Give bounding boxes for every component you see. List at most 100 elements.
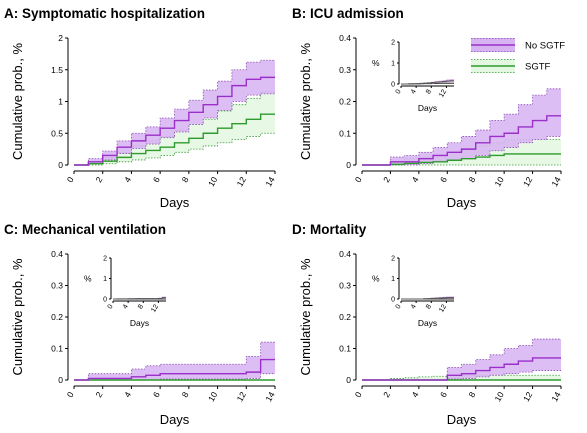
x-tick-label: 2 bbox=[381, 175, 392, 184]
legend: No SGTF SGTF bbox=[471, 38, 565, 73]
inset-y-tick-label: 0 bbox=[391, 297, 395, 304]
x-tick-label: 10 bbox=[206, 390, 220, 403]
y-tick-label: 0.5 bbox=[51, 128, 63, 138]
inset-x-tick-label: 0 bbox=[107, 303, 115, 310]
y-tick-label: 0.1 bbox=[339, 344, 351, 354]
x-tick-label: 10 bbox=[206, 175, 220, 188]
x-tick-label: 6 bbox=[151, 175, 162, 184]
y-tick-label: 0.3 bbox=[339, 281, 351, 291]
x-tick-label: 8 bbox=[466, 175, 477, 184]
x-tick-label: 2 bbox=[93, 175, 104, 184]
no-sgtf-ci-upper bbox=[362, 88, 561, 166]
y-tick-label: 0 bbox=[58, 160, 63, 170]
y-tick-label: 0.2 bbox=[51, 312, 63, 322]
y-tick-label: 0.4 bbox=[339, 33, 351, 43]
inset-x-tick-label: 4 bbox=[410, 88, 418, 95]
inset-y-axis-label: % bbox=[372, 274, 380, 284]
inset-y-tick-label: 2 bbox=[391, 256, 395, 263]
y-tick-label: 0 bbox=[58, 375, 63, 385]
legend-label-sgtf: SGTF bbox=[525, 62, 551, 73]
x-tick-label: 6 bbox=[438, 175, 449, 184]
x-tick-label: 12 bbox=[521, 175, 535, 188]
inset-x-tick-label: 0 bbox=[395, 303, 403, 310]
x-tick-label: 14 bbox=[263, 175, 277, 188]
inset-x-tick-label: 4 bbox=[122, 303, 130, 310]
x-tick-label: 8 bbox=[466, 390, 477, 399]
inset-no-sgtf-line bbox=[401, 297, 454, 300]
y-axis-label: Cumulative prob., % bbox=[298, 258, 313, 375]
no-sgtf-ci-lower bbox=[362, 370, 561, 381]
y-tick-label: 0.2 bbox=[339, 97, 351, 107]
no-sgtf-ci-band bbox=[362, 88, 561, 165]
y-tick-label: 0.1 bbox=[51, 344, 63, 354]
x-axis-label: Days bbox=[160, 412, 190, 427]
panel-title: D: Mortality bbox=[292, 222, 367, 237]
x-tick-label: 8 bbox=[180, 390, 191, 399]
y-tick-label: 0 bbox=[346, 160, 351, 170]
inset-x-axis-label: Days bbox=[418, 103, 437, 113]
y-tick-label: 0.3 bbox=[339, 65, 351, 75]
y-tick-label: 1 bbox=[58, 97, 63, 107]
inset-x-tick-label: 12 bbox=[438, 303, 448, 313]
no-sgtf-ci-band bbox=[74, 342, 275, 380]
inset-no-sgtf-line bbox=[113, 297, 166, 300]
x-tick-label: 0 bbox=[65, 175, 76, 184]
inset-x-tick-label: 8 bbox=[137, 303, 145, 310]
panel-title: B: ICU admission bbox=[292, 6, 404, 21]
x-tick-label: 4 bbox=[122, 175, 133, 184]
inset-y-tick-label: 2 bbox=[103, 256, 107, 263]
inset-y-tick-label: 1 bbox=[103, 276, 107, 283]
x-tick-label: 12 bbox=[235, 390, 249, 403]
x-tick-label: 6 bbox=[151, 390, 162, 399]
inset-x-axis-label: Days bbox=[130, 318, 149, 328]
x-tick-label: 10 bbox=[492, 175, 506, 188]
sgtf-ci-band bbox=[74, 91, 275, 165]
x-axis-label: Days bbox=[160, 195, 190, 210]
y-tick-label: 0 bbox=[346, 375, 351, 385]
y-tick-label: 0.2 bbox=[339, 312, 351, 322]
y-axis-label: Cumulative prob., % bbox=[10, 43, 25, 160]
x-tick-label: 14 bbox=[549, 175, 563, 188]
panel-c: C: Mechanical ventilation Cumulative prob… bbox=[4, 222, 277, 427]
inset-y-tick-label: 0 bbox=[103, 297, 107, 304]
x-tick-label: 8 bbox=[180, 175, 191, 184]
x-tick-label: 6 bbox=[438, 390, 449, 399]
x-tick-label: 14 bbox=[263, 390, 277, 403]
inset-y-tick-label: 1 bbox=[391, 61, 395, 68]
x-axis-label: Days bbox=[447, 195, 477, 210]
inset-y-tick-label: 1 bbox=[391, 276, 395, 283]
y-tick-label: 0.1 bbox=[339, 128, 351, 138]
inset-y-tick-label: 0 bbox=[391, 82, 395, 89]
inset-y-axis-label: % bbox=[84, 274, 92, 284]
sgtf-series-line bbox=[362, 153, 561, 166]
y-tick-label: 1.5 bbox=[51, 65, 63, 75]
x-tick-label: 4 bbox=[410, 175, 421, 184]
inset-y-tick-label: 2 bbox=[391, 40, 395, 47]
x-tick-label: 0 bbox=[65, 390, 76, 399]
x-tick-label: 0 bbox=[353, 390, 364, 399]
no-sgtf-series-line bbox=[362, 115, 561, 166]
inset-x-tick-label: 4 bbox=[410, 303, 418, 310]
x-tick-label: 0 bbox=[353, 175, 364, 184]
x-tick-label: 2 bbox=[381, 390, 392, 399]
sgtf-ci-lower bbox=[74, 132, 275, 166]
y-tick-label: 0.4 bbox=[339, 249, 351, 259]
x-tick-label: 4 bbox=[122, 390, 133, 399]
panel-title: C: Mechanical ventilation bbox=[4, 222, 166, 237]
inset-y-axis-label: % bbox=[372, 58, 380, 68]
no-sgtf-ci-upper bbox=[362, 338, 561, 381]
x-tick-label: 14 bbox=[549, 390, 563, 403]
panel-title: A: Symptomatic hospitalization bbox=[4, 6, 205, 21]
sgtf-ci-upper bbox=[362, 374, 561, 381]
inset-x-tick-label: 8 bbox=[425, 88, 433, 95]
y-axis-label: Cumulative prob., % bbox=[298, 43, 313, 160]
no-sgtf-series-line bbox=[362, 357, 561, 381]
y-tick-label: 2 bbox=[58, 33, 63, 43]
no-sgtf-ci-band bbox=[74, 60, 275, 165]
no-sgtf-ci-lower bbox=[74, 373, 275, 381]
no-sgtf-series-line bbox=[74, 76, 275, 166]
